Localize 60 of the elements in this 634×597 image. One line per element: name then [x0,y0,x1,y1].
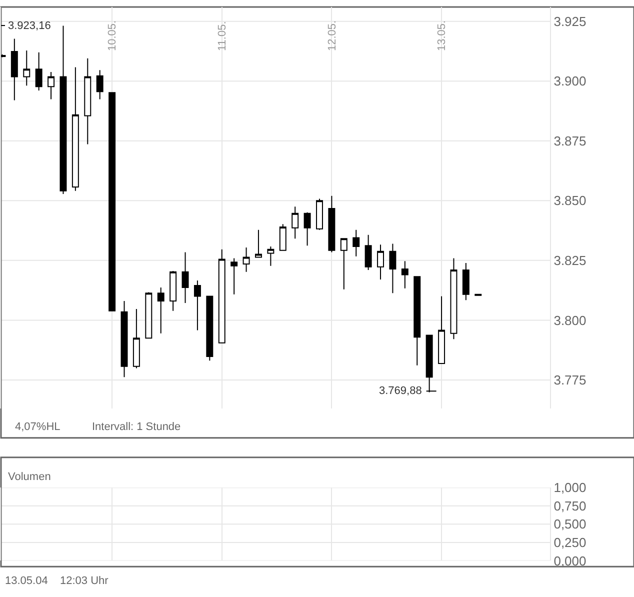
candlestick [35,52,42,91]
candlestick [170,270,177,312]
candlestick [462,262,470,301]
chart-title: Volumen [8,471,51,483]
candlestick [157,286,164,334]
candlestick [72,66,79,192]
text: 12:03 Uhr [60,575,109,587]
candlestick [120,300,128,378]
candlestick [206,296,214,362]
candlestick [145,292,152,339]
candlestick [364,234,372,270]
y-tick-label: 3.900 [554,74,586,89]
candlestick [84,58,92,145]
candlestick [389,243,396,294]
y-tick-label: 0,250 [554,535,586,550]
text: 4,07%HL [15,421,60,433]
annotation: 3.923,16 [8,20,51,32]
candlestick [10,38,18,101]
candlestick [254,229,262,258]
y-tick-label: 3.775 [554,372,586,388]
candlestick [279,224,286,251]
candlestick [230,258,238,295]
candlestick [377,244,384,280]
candlestick [132,308,140,369]
x-tick-label: 10.05. [106,20,119,51]
candlestick [60,25,67,194]
candlestick [304,212,311,246]
candlestick [242,247,250,272]
candlestick [194,280,201,331]
candlestick [267,246,274,266]
y-tick-label: 0,750 [554,498,586,514]
candlestick [426,334,433,393]
candlestick [96,70,104,100]
candlestick [401,260,408,289]
candlestick [450,258,458,340]
candlestick [218,248,226,344]
candlestick [438,296,446,364]
candlestick [23,50,30,86]
y-tick-label: 3.875 [554,133,586,148]
text: 13.05.04 [5,575,48,587]
candlestick [340,238,348,290]
candlestick [292,206,299,240]
candlestick [414,276,421,366]
candlestick [48,72,55,100]
x-tick-label: 13.05. [436,20,448,51]
y-tick-label: 0,500 [554,516,586,532]
x-tick-label: 11.05. [216,21,228,51]
y-tick-label: 3.925 [554,14,586,29]
candlestick [328,195,336,253]
y-tick-label: 3.825 [554,252,586,268]
text: Intervall: 1 Stunde [92,421,181,433]
candlestick [352,229,360,257]
y-tick-label: 3.850 [554,193,586,208]
candlestick [182,252,189,304]
candlestick [316,198,323,230]
y-tick-label: 0,000 [554,553,586,568]
annotation: 3.769,88 [379,385,422,397]
y-tick-label: 3.800 [554,312,586,328]
y-tick-label: 1,000 [554,480,586,496]
x-tick-label: 12.05. [326,20,338,51]
